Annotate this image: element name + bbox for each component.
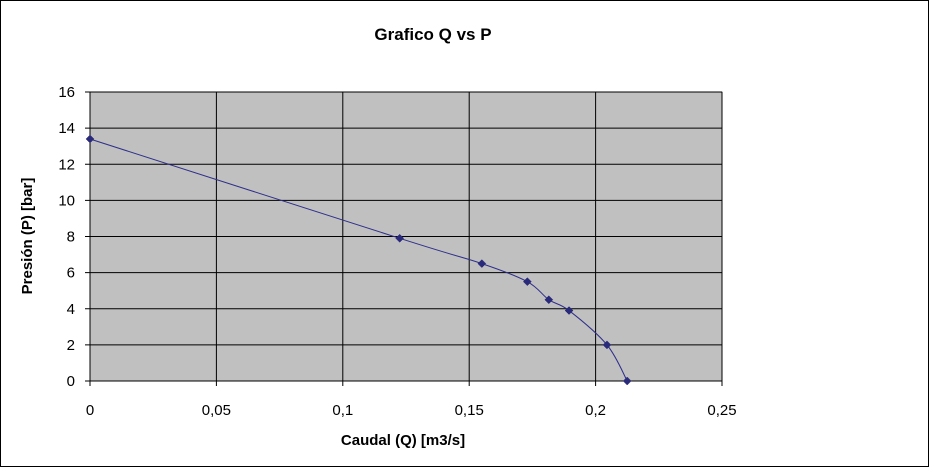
x-tick-label: 0: [86, 402, 94, 419]
x-tick-label: 0,25: [707, 402, 736, 419]
y-tick-label: 14: [58, 120, 75, 137]
data-point-marker: [602, 340, 612, 350]
x-tick-label: 0,1: [332, 402, 353, 419]
y-tick-label: 12: [58, 156, 75, 173]
x-tick-label: 0,2: [585, 402, 606, 419]
y-axis-ticks: 0 2 4 6 8 10 12 14 16: [58, 84, 90, 390]
y-tick-label: 2: [67, 337, 75, 354]
x-tick-label: 0,15: [455, 402, 484, 419]
data-point-marker: [477, 259, 487, 268]
y-tick-label: 10: [58, 192, 75, 209]
y-axis-label: Presión (P) [bar]: [19, 178, 36, 295]
y-tick-label: 0: [67, 373, 75, 390]
y-tick-label: 8: [67, 229, 75, 246]
chart-title: Grafico Q vs P: [374, 25, 491, 44]
y-tick-label: 6: [67, 265, 75, 282]
data-point-marker: [622, 376, 632, 386]
y-tick-label: 16: [58, 84, 75, 101]
x-axis-ticks: 0 0,05 0,1 0,15 0,2 0,25: [86, 381, 737, 419]
y-tick-label: 4: [67, 301, 75, 318]
data-point-marker: [564, 306, 574, 315]
x-axis-label: Caudal (Q) [m3/s]: [341, 432, 465, 449]
data-point-marker: [395, 233, 405, 243]
data-point-marker: [85, 134, 95, 144]
data-point-marker: [522, 277, 532, 287]
data-point-marker: [544, 295, 554, 305]
series-group: [85, 134, 632, 386]
x-tick-label: 0,05: [202, 402, 231, 419]
